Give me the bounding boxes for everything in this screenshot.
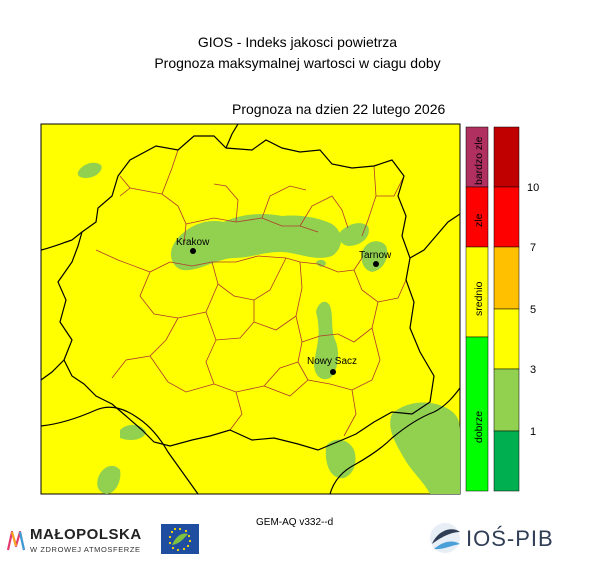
green-area-krakow-band [170,214,341,271]
scale-tick-1: 1 [530,426,536,438]
scale-tick-5: 5 [530,304,536,316]
scale-tick-3: 3 [530,364,536,376]
map-subtitle: Prognoza maksymalnej wartosci w ciagu do… [154,55,441,71]
regional-borders [40,123,461,495]
green-area-south-spot [97,465,121,494]
model-version: GEM-AQ v332--d [256,517,334,528]
category-label-dobrze: dobrze [473,411,485,443]
east-neighbour-border [409,213,461,259]
green-areas [77,162,460,494]
south-west-border [40,359,65,381]
scale-segment-3 [493,246,520,310]
category-label-bardzo-zle: bardzo zle [473,136,485,185]
west-neighbour-border [40,231,83,251]
scale-bar [493,126,520,492]
city-marker-tarnow [373,261,379,267]
scale-tick-10: 10 [527,182,539,194]
green-area-south-east [390,402,460,494]
national-border-south-east [329,387,461,495]
malopolska-tagline: W ZDROWEJ ATMOSFERZE [30,545,141,554]
city-tarnow: Tarnow [359,250,392,267]
green-area-small-1 [316,259,326,267]
city-label-tarnow: Tarnow [359,250,392,261]
map-title: GIOS - Indeks jakosci powietrza [197,34,398,50]
forecast-date: Prognoza na dzien 22 lutego 2026 [232,101,446,117]
category-label-srednio: srednio [473,281,485,316]
eu-life-flag-icon [161,524,199,554]
category-bar: bardzo zle zle srednio dobrze [465,126,489,492]
city-label-nowy-sacz: Nowy Sacz [307,356,357,367]
scale-ticks: 10 7 5 3 1 [527,182,539,438]
green-area-north-west [77,162,102,178]
voivodeship-outline [57,135,435,451]
scale-segment-2 [493,186,520,248]
green-area-south-west [120,424,146,440]
category-dobrze [465,336,489,492]
county-boundaries [95,149,407,437]
city-krakow: Krakow [176,237,210,254]
malopolska-logo-icon [6,530,26,551]
category-label-zle: zle [473,213,485,227]
ios-pib-logo-icon [430,523,460,553]
green-area-east-band [338,223,369,246]
city-nowy-sacz: Nowy Sacz [307,356,357,375]
north-neighbour-border [225,123,239,149]
city-marker-nowy-sacz [330,369,336,375]
map-background [40,123,461,495]
scale-segment-1 [493,126,520,188]
ios-pib-name: IOŚ-PIB [466,526,554,551]
city-marker-krakow [190,248,196,254]
scale-segment-6 [493,430,520,492]
malopolska-name: MAŁOPOLSKA [30,526,142,543]
scale-segment-4 [493,308,520,370]
national-border-south [40,406,199,495]
scale-tick-7: 7 [530,242,536,254]
green-area-tarnow [361,241,388,272]
scale-segment-5 [493,368,520,432]
green-area-river [314,301,338,380]
city-label-krakow: Krakow [176,237,210,248]
